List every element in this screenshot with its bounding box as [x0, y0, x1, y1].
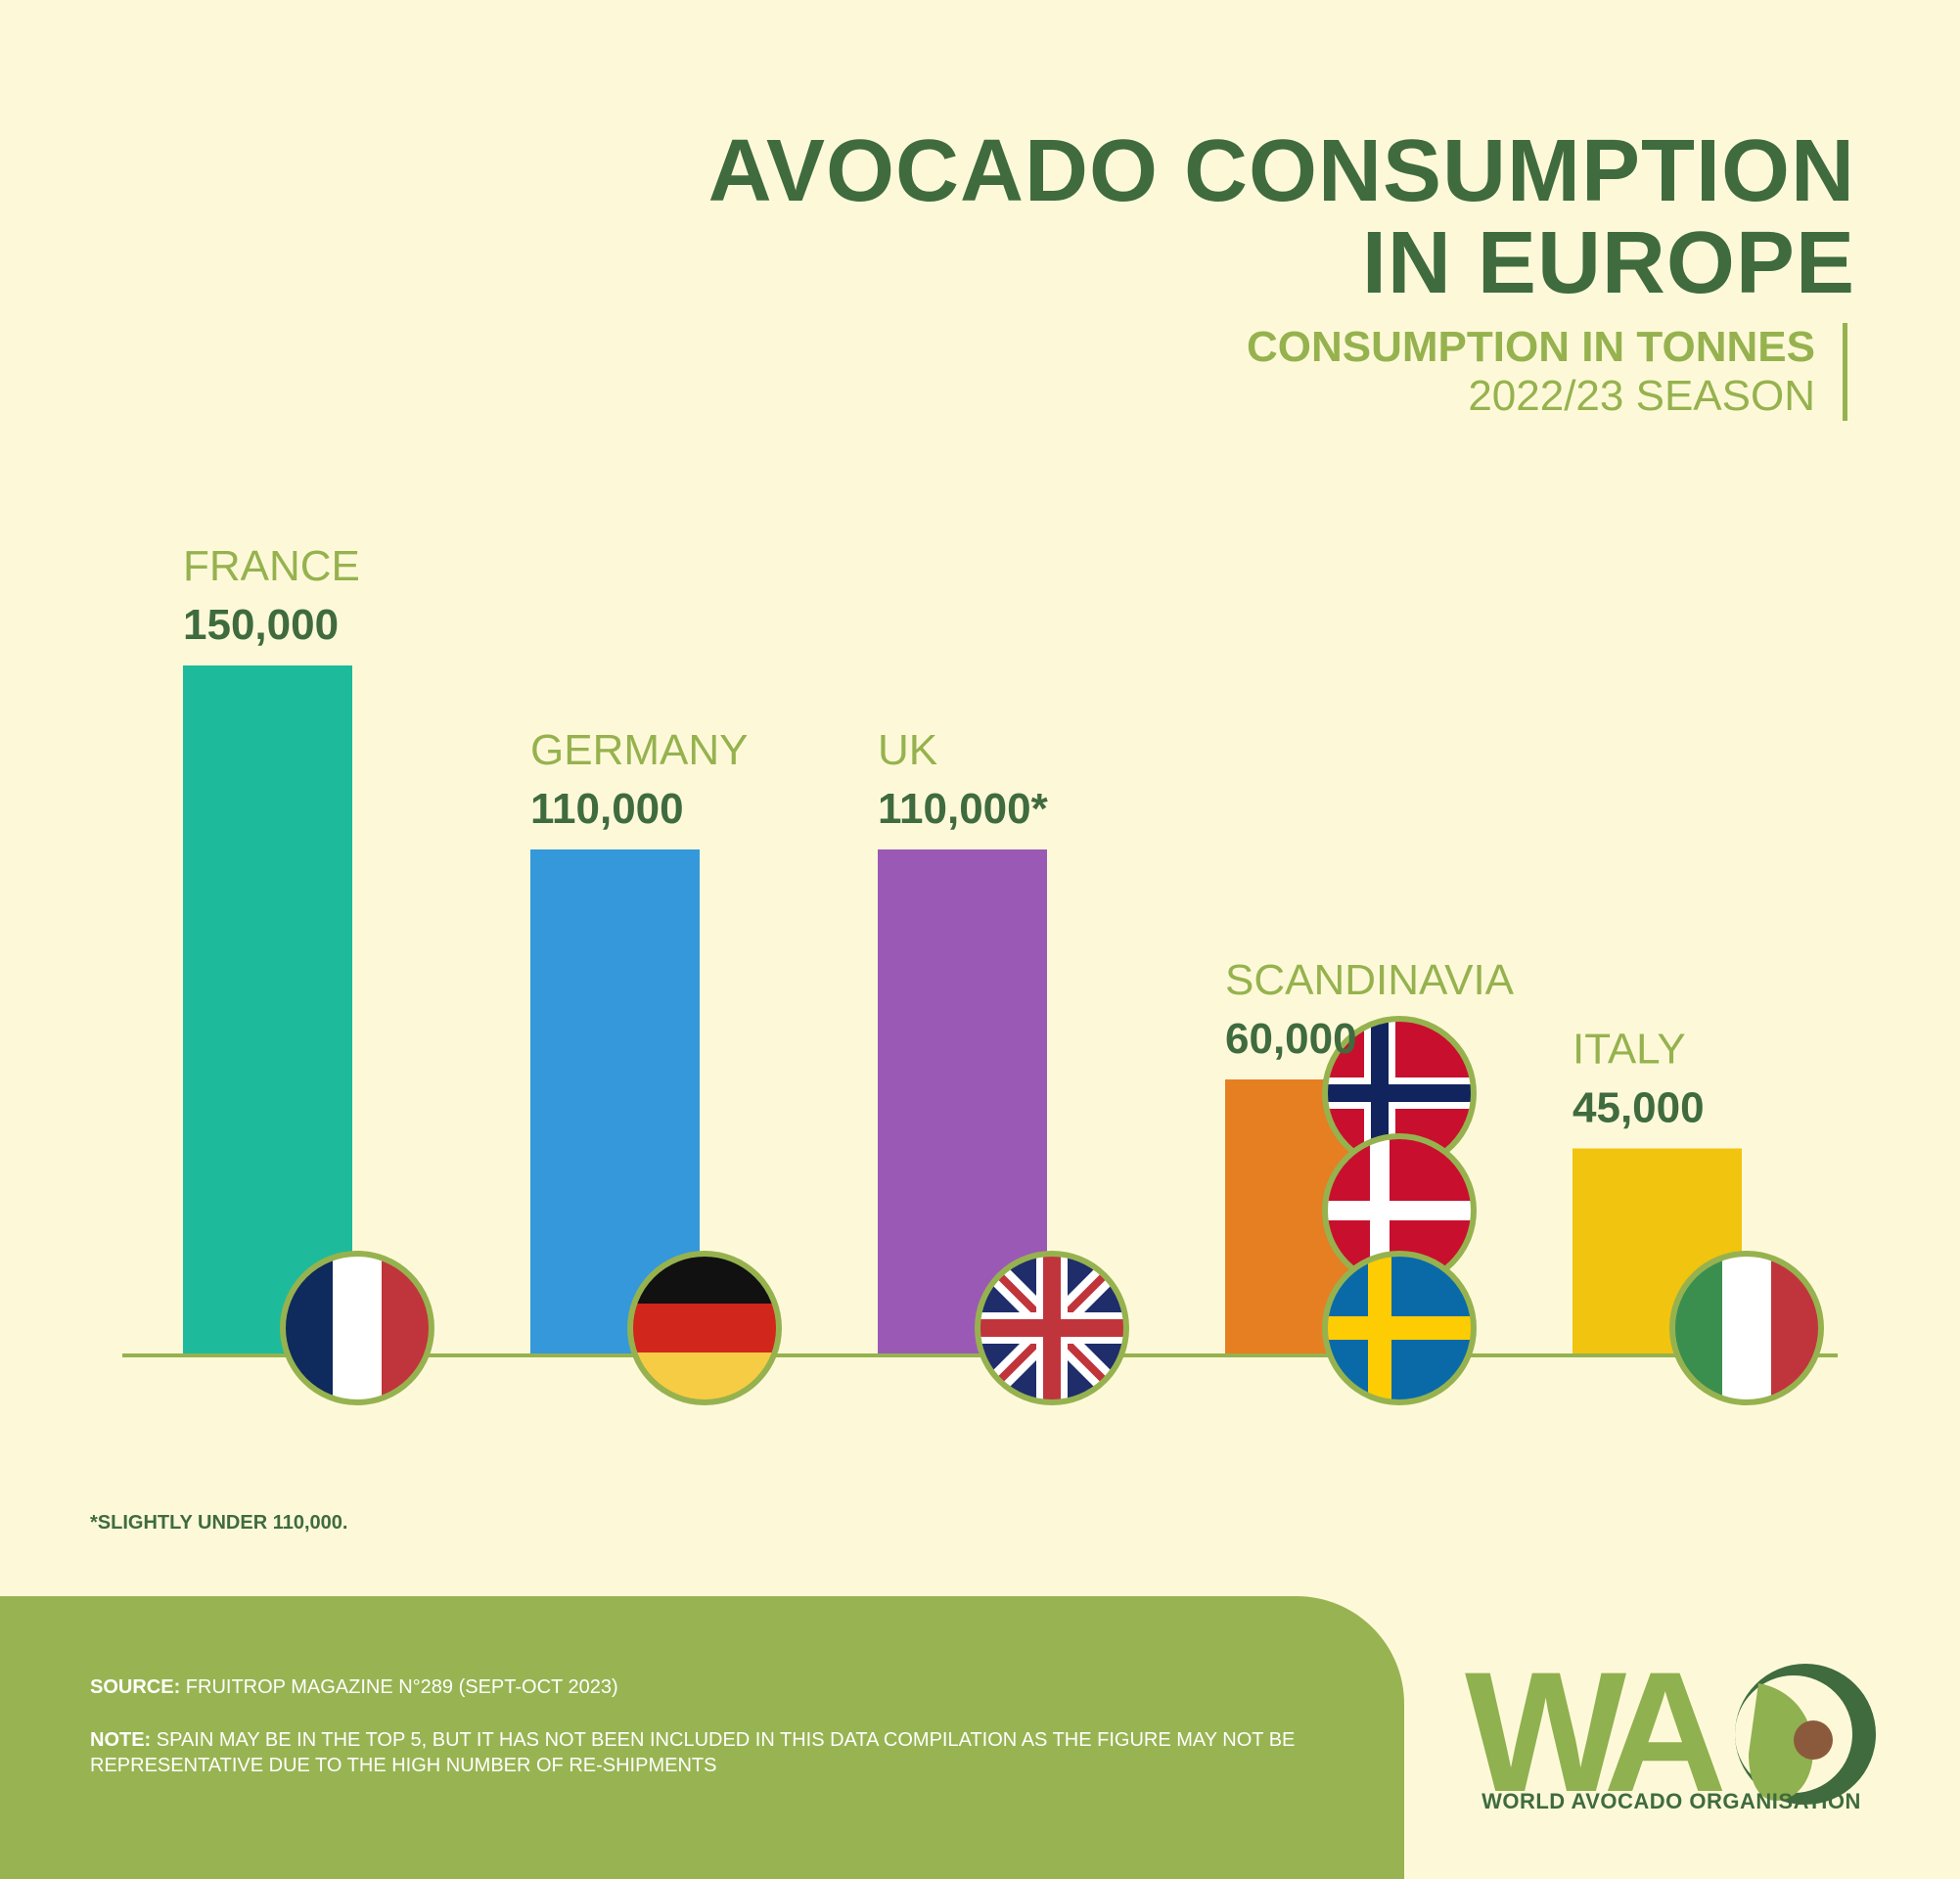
- category-label: ITALY: [1573, 1026, 1686, 1074]
- source-label: SOURCE:: [90, 1676, 181, 1698]
- germany-flag-icon: [627, 1251, 782, 1405]
- sweden-flag-icon: [1322, 1251, 1477, 1405]
- category-label: UK: [878, 726, 937, 774]
- value-label: 45,000: [1573, 1084, 1705, 1132]
- bar-france: [183, 665, 352, 1355]
- subtitle-block: CONSUMPTION IN TONNES 2022/23 SEASON: [1247, 323, 1847, 421]
- france-flag-icon: [280, 1251, 434, 1405]
- svg-text:WA: WA: [1465, 1644, 1723, 1815]
- page-title: AVOCADO CONSUMPTION IN EUROPE: [583, 125, 1855, 309]
- title-line-1: AVOCADO CONSUMPTION: [707, 122, 1855, 220]
- note-label: NOTE:: [90, 1729, 152, 1751]
- footnote: *SLIGHTLY UNDER 110,000.: [90, 1512, 348, 1534]
- season-label: 2022/23 SEASON: [1468, 372, 1815, 420]
- value-label: 110,000: [530, 785, 684, 833]
- wao-logo: WA: [1465, 1644, 1876, 1815]
- note-text: NOTE: SPAIN MAY BE IN THE TOP 5, BUT IT …: [90, 1727, 1343, 1778]
- subtitle: CONSUMPTION IN TONNES: [1246, 323, 1815, 371]
- uk-flag-icon: [975, 1251, 1129, 1405]
- category-label: GERMANY: [530, 726, 748, 774]
- category-label: SCANDINAVIA: [1225, 956, 1515, 1004]
- value-label: 150,000: [183, 601, 339, 649]
- logo-caption: WORLD AVOCADO ORGANISATION: [1481, 1789, 1861, 1813]
- title-line-2: IN EUROPE: [1361, 214, 1855, 312]
- footer-panel: SOURCE: FRUITROP MAGAZINE N°289 (SEPT-OC…: [0, 1596, 1404, 1879]
- bar-chart: FRANCE 150,000 GERMANY 110,000 UK 110,000* SCA…: [122, 542, 1838, 1405]
- category-label: FRANCE: [183, 542, 360, 590]
- italy-flag-icon: [1669, 1251, 1824, 1405]
- note-value: SPAIN MAY BE IN THE TOP 5, BUT IT HAS NO…: [90, 1729, 1296, 1776]
- value-label: 60,000: [1225, 1015, 1357, 1063]
- value-label: 110,000*: [878, 785, 1049, 833]
- source-value: FRUITROP MAGAZINE N°289 (SEPT-OCT 2023): [180, 1676, 618, 1698]
- source-text: SOURCE: FRUITROP MAGAZINE N°289 (SEPT-OC…: [90, 1674, 1343, 1700]
